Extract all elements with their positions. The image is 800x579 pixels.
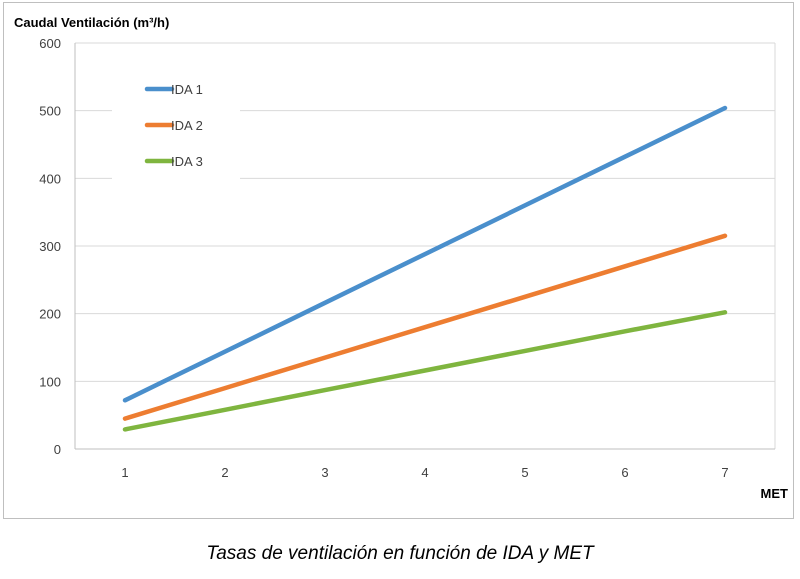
y-tick-label: 0 bbox=[54, 442, 61, 457]
x-tick-label: 7 bbox=[721, 465, 728, 480]
x-tick-label: 5 bbox=[521, 465, 528, 480]
y-tick-label: 400 bbox=[39, 171, 61, 186]
series-line-1 bbox=[122, 105, 728, 403]
series-lines bbox=[122, 105, 728, 432]
legend-label-2: IDA 2 bbox=[171, 118, 203, 133]
legend-background bbox=[112, 72, 240, 180]
x-tick-label: 1 bbox=[121, 465, 128, 480]
series-line-2 bbox=[122, 233, 728, 421]
y-tick-label: 500 bbox=[39, 104, 61, 119]
line-chart: Caudal Ventilación (m³/h) MET 0 100 200 300… bbox=[14, 15, 789, 501]
x-axis-title: MET bbox=[761, 486, 789, 501]
legend-label-3: IDA 3 bbox=[171, 154, 203, 169]
y-tick-label: 100 bbox=[39, 374, 61, 389]
y-tick-label: 600 bbox=[39, 36, 61, 51]
x-tick-label: 6 bbox=[621, 465, 628, 480]
y-tick-label: 300 bbox=[39, 239, 61, 254]
y-tick-label: 200 bbox=[39, 307, 61, 322]
figure-caption: Tasas de ventilación en función de IDA y… bbox=[206, 543, 594, 564]
legend: IDA 1 IDA 2 IDA 3 bbox=[112, 72, 240, 180]
legend-label-1: IDA 1 bbox=[171, 82, 203, 97]
x-tick-label: 3 bbox=[321, 465, 328, 480]
axes: 0 100 200 300 400 500 600 1 2 3 4 5 6 7 bbox=[39, 36, 775, 480]
x-tick-label: 4 bbox=[421, 465, 428, 480]
x-tick-label: 2 bbox=[221, 465, 228, 480]
series-line-3 bbox=[122, 310, 728, 432]
y-axis-title: Caudal Ventilación (m³/h) bbox=[14, 15, 169, 30]
